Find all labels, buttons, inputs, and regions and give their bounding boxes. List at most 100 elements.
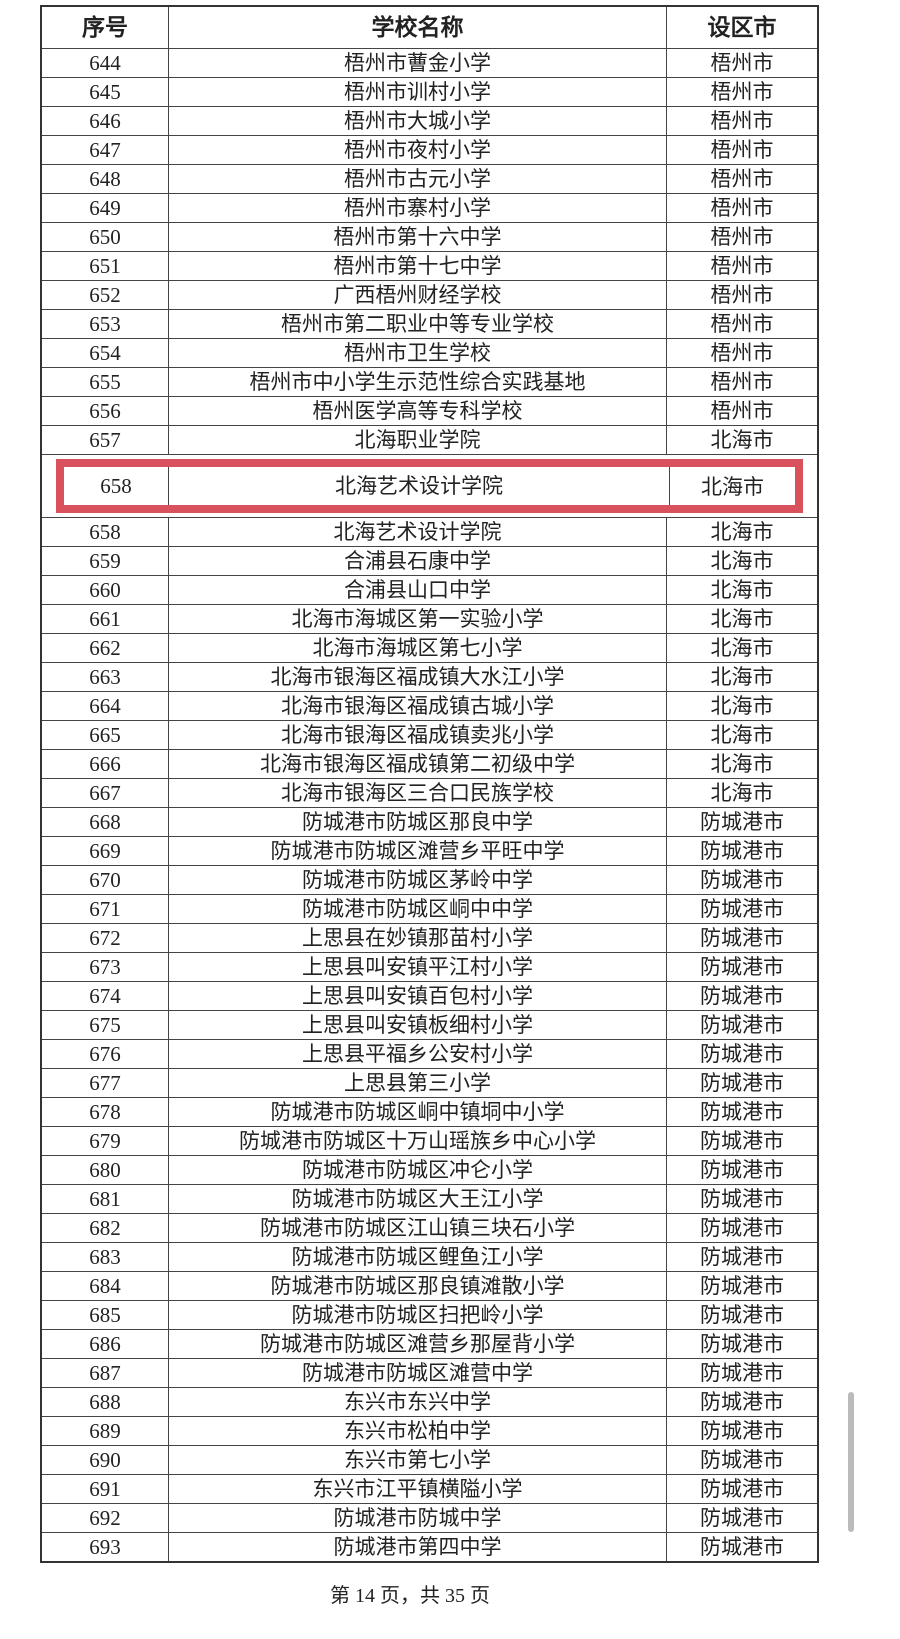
table-row: 648 梧州市古元小学 梧州市 (40, 164, 819, 194)
cell-number: 686 (40, 1329, 169, 1359)
cell-city: 梧州市 (666, 135, 819, 165)
cell-city: 梧州市 (666, 48, 819, 78)
cell-city: 防城港市 (666, 1329, 819, 1359)
cell-number: 651 (40, 251, 169, 281)
cell-number: 664 (40, 691, 169, 721)
cell-number: 689 (40, 1416, 169, 1446)
cell-city: 梧州市 (666, 193, 819, 223)
cell-city: 防城港市 (666, 865, 819, 895)
cell-city: 防城港市 (666, 1242, 819, 1272)
table-row: 688 东兴市东兴中学 防城港市 (40, 1387, 819, 1417)
cell-school-name: 防城港市防城中学 (168, 1503, 667, 1533)
scrollbar[interactable] (848, 1392, 854, 1532)
cell-number: 685 (40, 1300, 169, 1330)
cell-city: 梧州市 (666, 222, 819, 252)
table-row: 669 防城港市防城区滩营乡平旺中学 防城港市 (40, 836, 819, 866)
cell-number: 657 (40, 425, 169, 455)
cell-city: 防城港市 (666, 981, 819, 1011)
school-table: 序号 学校名称 设区市 644 梧州市蓸金小学 梧州市 645 梧州市训村小学 梧州市 64… (40, 5, 819, 1563)
table-row: 689 东兴市松柏中学 防城港市 (40, 1416, 819, 1446)
cell-number: 679 (40, 1126, 169, 1156)
cell-number: 656 (40, 396, 169, 426)
cell-school-name: 梧州市蓸金小学 (168, 48, 667, 78)
cell-school-name: 上思县在妙镇那苗村小学 (168, 923, 667, 953)
cell-city: 梧州市 (666, 251, 819, 281)
cell-city: 防城港市 (666, 1416, 819, 1446)
table-row: 656 梧州医学高等专科学校 梧州市 (40, 396, 819, 426)
table-row: 647 梧州市夜村小学 梧州市 (40, 135, 819, 165)
cell-school-name: 防城港市防城区江山镇三块石小学 (168, 1213, 667, 1243)
cell-number: 675 (40, 1010, 169, 1040)
cell-school-name: 东兴市第七小学 (168, 1445, 667, 1475)
table-row: 644 梧州市蓸金小学 梧州市 (40, 48, 819, 78)
header-number: 序号 (40, 5, 169, 49)
cell-number: 676 (40, 1039, 169, 1069)
table-row: 649 梧州市寨村小学 梧州市 (40, 193, 819, 223)
table-header-row: 序号 学校名称 设区市 (40, 5, 819, 49)
table-row: 663 北海市银海区福成镇大水江小学 北海市 (40, 662, 819, 692)
cell-city: 防城港市 (666, 1300, 819, 1330)
table-row: 684 防城港市防城区那良镇滩散小学 防城港市 (40, 1271, 819, 1301)
table-row: 693 防城港市第四中学 防城港市 (40, 1532, 819, 1563)
table-row: 661 北海市海城区第一实验小学 北海市 (40, 604, 819, 634)
table-row: 658 北海艺术设计学院 北海市 (40, 517, 819, 547)
table-row: 679 防城港市防城区十万山瑶族乡中心小学 防城港市 (40, 1126, 819, 1156)
cell-number: 681 (40, 1184, 169, 1214)
table-row: 665 北海市银海区福成镇卖兆小学 北海市 (40, 720, 819, 750)
cell-number: 683 (40, 1242, 169, 1272)
cell-school-name: 防城港市第四中学 (168, 1532, 667, 1563)
table-row: 687 防城港市防城区滩营中学 防城港市 (40, 1358, 819, 1388)
cell-school-name: 梧州市第二职业中等专业学校 (168, 309, 667, 339)
cell-school-name: 北海市银海区福成镇大水江小学 (168, 662, 667, 692)
cell-school-name: 梧州市第十七中学 (168, 251, 667, 281)
cell-number: 669 (40, 836, 169, 866)
cell-school-name: 梧州市大城小学 (168, 106, 667, 136)
cell-number: 674 (40, 981, 169, 1011)
cell-number: 646 (40, 106, 169, 136)
cell-city: 防城港市 (666, 1445, 819, 1475)
cell-city: 防城港市 (666, 1039, 819, 1069)
cell-number: 644 (40, 48, 169, 78)
table-row: 668 防城港市防城区那良中学 防城港市 (40, 807, 819, 837)
cell-number: 671 (40, 894, 169, 924)
table-row: 666 北海市银海区福成镇第二初级中学 北海市 (40, 749, 819, 779)
cell-city: 北海市 (666, 517, 819, 547)
cell-city: 防城港市 (666, 894, 819, 924)
cell-school-name: 东兴市东兴中学 (168, 1387, 667, 1417)
cell-school-name: 梧州市卫生学校 (168, 338, 667, 368)
cell-city: 梧州市 (666, 309, 819, 339)
table-row: 652 广西梧州财经学校 梧州市 (40, 280, 819, 310)
cell-school-name: 北海艺术设计学院 (168, 517, 667, 547)
cell-number: 670 (40, 865, 169, 895)
table-row: 686 防城港市防城区滩营乡那屋背小学 防城港市 (40, 1329, 819, 1359)
cell-city: 北海市 (666, 720, 819, 750)
cell-number: 668 (40, 807, 169, 837)
table-row: 680 防城港市防城区冲仑小学 防城港市 (40, 1155, 819, 1185)
cell-number: 692 (40, 1503, 169, 1533)
cell-city: 梧州市 (666, 338, 819, 368)
cell-school-name: 防城港市防城区峒中镇垌中小学 (168, 1097, 667, 1127)
table-row: 690 东兴市第七小学 防城港市 (40, 1445, 819, 1475)
cell-school-name: 梧州市古元小学 (168, 164, 667, 194)
highlight-number: 658 (100, 473, 132, 498)
cell-school-name: 防城港市防城区冲仑小学 (168, 1155, 667, 1185)
cell-number: 661 (40, 604, 169, 634)
cell-number: 659 (40, 546, 169, 576)
cell-school-name: 北海职业学院 (168, 425, 667, 455)
cell-school-name: 东兴市松柏中学 (168, 1416, 667, 1446)
cell-number: 658 (40, 517, 169, 547)
cell-school-name: 上思县平福乡公安村小学 (168, 1039, 667, 1069)
table-row: 691 东兴市江平镇横隘小学 防城港市 (40, 1474, 819, 1504)
cell-number: 653 (40, 309, 169, 339)
cell-city: 北海市 (666, 662, 819, 692)
cell-city: 防城港市 (666, 1184, 819, 1214)
highlighted-row-box: 658 北海艺术设计学院 北海市 (56, 459, 803, 513)
header-city: 设区市 (666, 5, 819, 49)
cell-school-name: 防城港市防城区滩营乡那屋背小学 (168, 1329, 667, 1359)
cell-school-name: 北海市海城区第七小学 (168, 633, 667, 663)
cell-number: 650 (40, 222, 169, 252)
cell-school-name: 梧州市中小学生示范性综合实践基地 (168, 367, 667, 397)
cell-number: 673 (40, 952, 169, 982)
table-row: 667 北海市银海区三合口民族学校 北海市 (40, 778, 819, 808)
table-row: 673 上思县叫安镇平江村小学 防城港市 (40, 952, 819, 982)
